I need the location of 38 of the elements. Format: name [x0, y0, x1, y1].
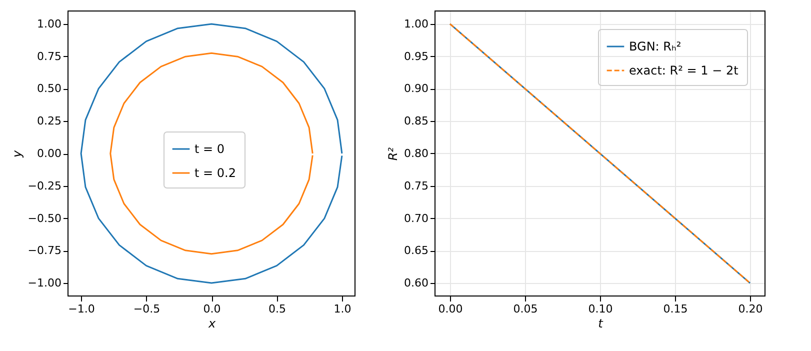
x-tick-label: −0.5: [133, 302, 160, 316]
y-tick-label: −0.25: [28, 179, 62, 192]
y-tick-label: 0.80: [404, 147, 428, 160]
x-tick-label: 0.00: [438, 302, 463, 316]
y-tick-label: 0.75: [37, 50, 62, 63]
x-tick-label: 0.5: [268, 302, 286, 316]
x-tick-label: 1.0: [334, 302, 352, 316]
y-tick-label: 0.85: [404, 114, 428, 128]
y-tick-label: 0.95: [404, 50, 428, 63]
legend-label: BGN: Rₕ²: [629, 40, 682, 54]
y-tick-label: 0.90: [404, 82, 428, 96]
y-tick-label: −0.50: [28, 212, 62, 225]
y-tick-label: 1.00: [404, 17, 428, 30]
legend-label: t = 0.2: [194, 166, 236, 180]
y-tick-label: 1.00: [37, 17, 62, 30]
y-tick-label: −0.75: [28, 244, 62, 258]
y-axis-title: R²: [386, 147, 400, 161]
y-tick-label: 0.25: [37, 114, 62, 128]
y-axis-title: y: [10, 150, 24, 159]
y-tick-label: 0.60: [404, 276, 428, 290]
x-tick-label: 0.0: [203, 302, 221, 316]
y-tick-label: 0.00: [37, 147, 62, 160]
y-tick-label: 0.70: [404, 212, 428, 225]
x-tick-label: 0.05: [513, 302, 538, 316]
y-tick-label: 0.50: [37, 82, 62, 96]
y-tick-label: 0.75: [404, 179, 428, 192]
legend-label: t = 0: [194, 142, 225, 156]
line-series: [80, 23, 343, 284]
x-tick-label: 0.15: [663, 302, 688, 316]
line-series: [110, 52, 314, 255]
x-axis-title: t: [598, 316, 604, 330]
y-tick-label: −1.00: [28, 276, 62, 290]
x-tick-label: −1.0: [68, 302, 95, 316]
x-axis-title: x: [207, 316, 216, 330]
x-tick-label: 0.10: [588, 302, 613, 316]
legend-label: exact: R² = 1 − 2t: [629, 64, 739, 78]
y-tick-label: 0.65: [404, 244, 428, 258]
x-tick-label: 0.20: [738, 302, 763, 316]
